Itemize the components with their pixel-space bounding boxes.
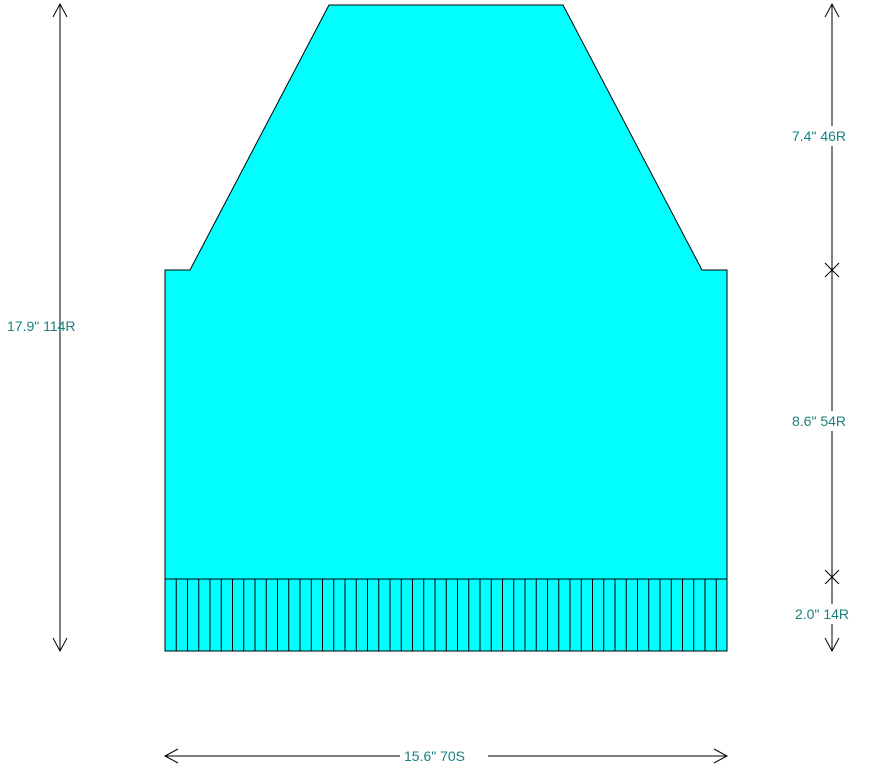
- width-label: 15.6" 70S: [404, 748, 465, 764]
- total-height-label: 17.9" 114R: [7, 318, 76, 334]
- garment-piece-body: [164, 4, 728, 652]
- section-label-top: 7.4" 46R: [792, 128, 846, 144]
- section-label-ribbing: 2.0" 14R: [795, 606, 849, 622]
- section-label-middle: 8.6" 54R: [792, 413, 846, 429]
- section-height-dimension: 7.4" 46R 8.6" 54R 2.0" 14R: [780, 2, 858, 653]
- ribbing-lines: [175, 579, 717, 651]
- width-dimension: 15.6" 70S: [163, 745, 729, 765]
- total-height-dimension: 17.9" 114R: [7, 2, 76, 653]
